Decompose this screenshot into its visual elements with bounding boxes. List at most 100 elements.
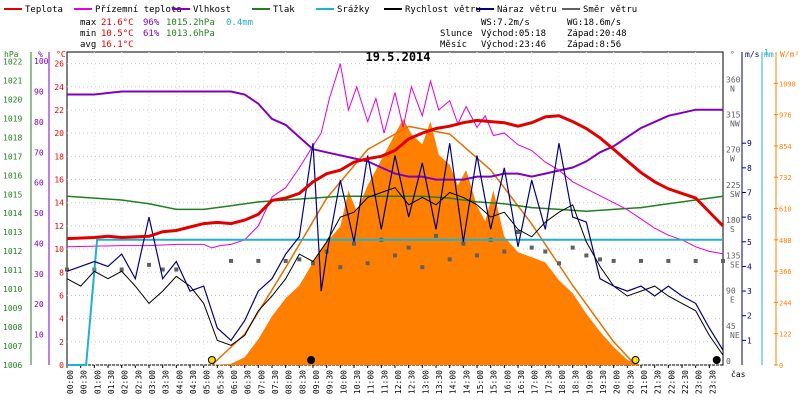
tick-label-temp: 18: [54, 152, 64, 161]
series-direction-point: [406, 245, 411, 250]
stats-sunrise: Východ:05:18: [481, 29, 546, 39]
series-direction-point: [434, 233, 438, 238]
tick-label-time: 19:30: [599, 370, 608, 394]
series-direction-point: [598, 257, 602, 262]
tick-label-time: 03:00: [148, 370, 157, 394]
series-direction-point: [174, 267, 179, 272]
tick-label-compass: SW: [730, 190, 740, 199]
tick-label-time: 12:00: [394, 370, 403, 394]
series-ground-temp: [66, 63, 724, 255]
tick-label-pressure: 1009: [3, 304, 22, 313]
series-direction-point: [543, 249, 548, 254]
series-gust: [66, 143, 724, 351]
tick-label-pressure: 1012: [3, 247, 22, 256]
series-direction-point: [229, 258, 233, 263]
legend-label: Vlhkost: [193, 5, 231, 15]
stats-min-temp: 10.5°C: [101, 29, 134, 39]
tick-label-time: 09:00: [312, 370, 321, 394]
tick-label-temp: 24: [54, 83, 64, 92]
tick-label-time: 04:30: [189, 370, 198, 394]
stats-avg-temp: 16.1°C: [101, 40, 134, 50]
tick-label-humidity: 90: [34, 88, 44, 97]
series-direction-point: [557, 261, 561, 266]
chart-title: 19.5.2014: [365, 50, 430, 64]
tick-label-temp: 12: [54, 222, 64, 231]
tick-label-pressure: 1018: [3, 133, 22, 142]
tick-label-wind: 9: [747, 139, 752, 148]
stats-min-label: min: [80, 29, 96, 39]
tick-label-time: 08:00: [285, 370, 294, 394]
tick-label-humidity: 100: [34, 57, 49, 66]
tick-label-time: 02:00: [121, 370, 130, 394]
tick-label-wind: 4: [747, 262, 752, 271]
tick-label-time: 19:00: [585, 370, 594, 394]
stats-rain: 0.4mm: [226, 18, 253, 28]
stats-moonset: Západ:8:56: [567, 40, 621, 50]
tick-label-time: 17:00: [531, 370, 540, 394]
legend-label: Směr větru: [583, 5, 637, 15]
tick-label-direction: 90: [726, 287, 736, 296]
series-rain: [67, 238, 723, 366]
tick-label-time: 15:00: [476, 370, 485, 394]
series-direction-point: [256, 258, 261, 263]
marker-layer: [207, 356, 721, 364]
tick-label-humidity: 60: [34, 179, 44, 188]
stats-max-hum: 96%: [143, 18, 160, 28]
series-humidity: [67, 90, 723, 181]
stats-min-press: 1013.6hPa: [166, 29, 215, 39]
tick-label-time: 20:30: [626, 370, 635, 394]
tick-label-time: 05:30: [216, 370, 225, 394]
series-direction-point: [639, 258, 643, 263]
tick-label-solar: 1098: [779, 80, 796, 88]
tick-label-compass: NW: [730, 120, 740, 129]
series-direction-point: [420, 265, 425, 270]
unit-pct: %: [38, 50, 43, 59]
series-direction-point: [721, 258, 725, 263]
stats-moon-label: Měsíc: [440, 40, 467, 50]
tick-label-time: 11:30: [380, 370, 389, 394]
series-direction-point: [666, 258, 671, 263]
tick-label-temp: 2: [59, 338, 64, 347]
series-direction-point: [584, 253, 589, 258]
tick-label-solar: 122: [779, 331, 792, 339]
marker-moonset: [307, 356, 316, 364]
tick-label-pressure: 1011: [3, 266, 22, 275]
tick-label-wind: 7: [747, 188, 752, 197]
series-direction-point: [393, 253, 397, 258]
tick-label-time: 23:00: [695, 370, 704, 394]
series-wind: [66, 187, 724, 356]
series-layer: [65, 63, 725, 366]
stats-sunset: Západ:20:48: [567, 29, 627, 39]
axis-units: hPa % °C ° m/s mm W/m² čas: [4, 50, 799, 379]
series-direction-point: [147, 262, 151, 267]
tick-label-pressure: 1017: [3, 152, 22, 161]
tick-label-humidity: 50: [34, 209, 44, 218]
tick-label-time: 06:00: [230, 370, 239, 394]
tick-label-time: 20:00: [613, 370, 622, 394]
series-direction-point: [516, 229, 520, 234]
tick-label-solar: 610: [779, 206, 792, 214]
tick-label-pressure: 1008: [3, 323, 22, 332]
series-direction-point: [570, 245, 575, 250]
marker-moonrise: [712, 356, 721, 364]
tick-label-pressure: 1022: [3, 57, 22, 66]
tick-label-solar: 488: [779, 237, 792, 245]
unit-hpa: hPa: [4, 50, 19, 59]
tick-label-temp: 8: [59, 268, 64, 277]
tick-label-time: 00:30: [80, 370, 89, 394]
unit-deg: °: [730, 50, 735, 59]
tick-label-wind: 6: [747, 213, 752, 222]
legend-label: Teplota: [25, 5, 63, 15]
tick-label-solar: 732: [779, 174, 792, 182]
series-solar-area: [67, 118, 723, 365]
legend-label: Přízemní teplota: [95, 5, 182, 15]
tick-label-pressure: 1010: [3, 285, 22, 294]
series-pressure: [66, 195, 724, 213]
stats-wg: WG:18.6m/s: [567, 18, 621, 28]
stats-block: max 21.6°C 96% 1015.2hPa 0.4mm min 10.5°…: [80, 18, 627, 50]
tick-label-direction: 225: [726, 181, 741, 190]
tick-label-time: 05:00: [203, 370, 212, 394]
tick-label-temp: 10: [54, 245, 64, 254]
stats-max-temp: 21.6°C: [101, 18, 134, 28]
